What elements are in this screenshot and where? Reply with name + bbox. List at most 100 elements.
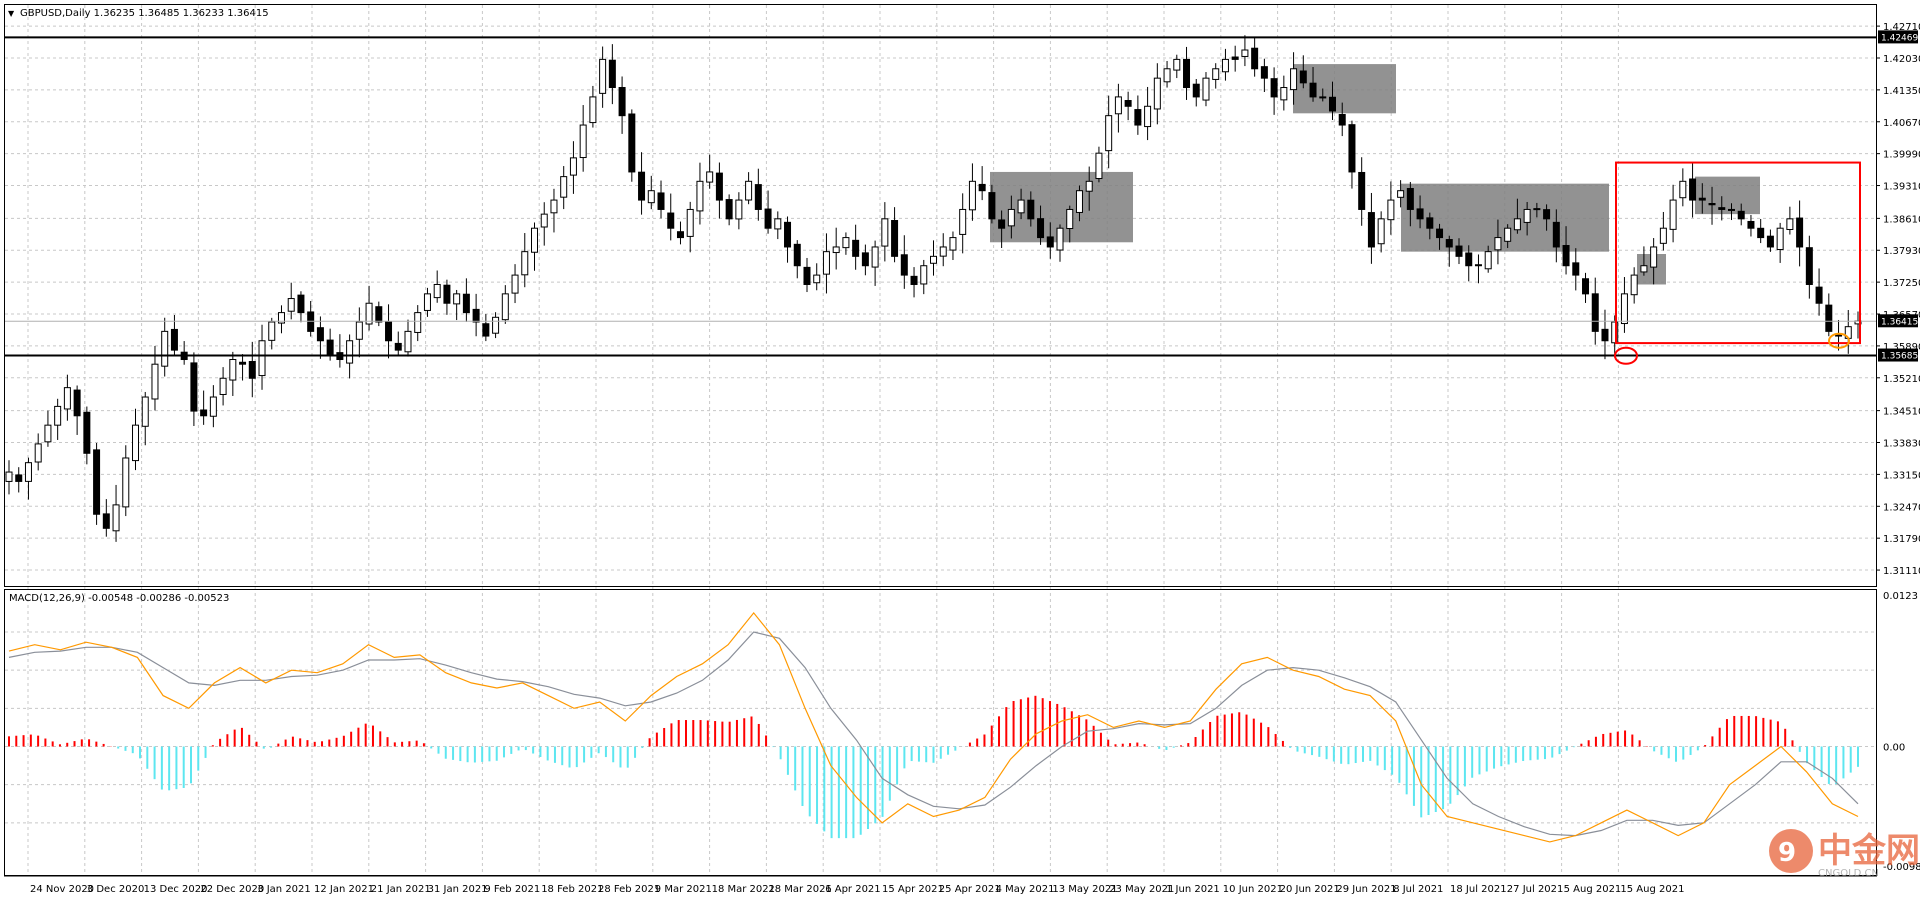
candle-body [1358, 171, 1366, 210]
candle-body [1134, 109, 1142, 126]
candle-body [268, 321, 276, 341]
date-tick-label: 18 Feb 2021 [541, 884, 603, 895]
candle-body [1397, 190, 1405, 198]
candle-body [1231, 56, 1239, 60]
candle-body [1650, 246, 1658, 268]
candle-body [277, 312, 285, 324]
candle-body [1659, 227, 1667, 244]
candle-body [1805, 247, 1813, 285]
candle-body [1348, 124, 1356, 173]
price-axis[interactable]: 1.42710 1.42030 1.41350 1.40670 1.39990 1.393… [1876, 22, 1920, 577]
candle-body [569, 157, 577, 176]
candle-body [200, 409, 208, 417]
candle-body [764, 208, 772, 229]
candle-body [599, 58, 607, 94]
price-tick-label: 1.36570 [1883, 310, 1920, 321]
candle-body [638, 171, 646, 201]
candle-body [15, 474, 23, 482]
candle-body [540, 213, 548, 228]
candle-body [346, 340, 354, 364]
candle-body [423, 293, 431, 311]
date-tick-label: 8 Jul 2021 [1393, 884, 1443, 895]
candle-body [1416, 208, 1424, 220]
price-tick-label: 1.39990 [1883, 150, 1920, 161]
candle-body [1591, 293, 1599, 332]
macd-histogram [8, 695, 1859, 839]
candle-body [1153, 77, 1161, 110]
horizontal-levels[interactable]: 1.42469 1.35685 1.36415 [5, 30, 1918, 362]
candle-body [1747, 220, 1755, 229]
candle-body [910, 275, 918, 285]
candle-body [1221, 58, 1229, 73]
price-pane-frame [4, 4, 1877, 587]
chart-menu-icon[interactable]: ▼ [8, 9, 15, 18]
candle-body [1708, 203, 1716, 206]
candle-body [190, 362, 198, 412]
date-tick-label: 28 Feb 2021 [598, 884, 660, 895]
candle-body [1543, 209, 1551, 220]
resistance-price-label: 1.42469 [1881, 33, 1918, 43]
macd-axis[interactable]: 0.0123 0.00 -0.00988 [1883, 591, 1920, 873]
price-tick-label: 1.33150 [1883, 470, 1920, 481]
candle-body [988, 192, 996, 220]
candle-body [1601, 328, 1609, 342]
candle-body [1504, 227, 1512, 242]
candle-body [73, 389, 81, 417]
candle-body [287, 298, 295, 312]
candle-body [239, 361, 247, 365]
candle-body [784, 221, 792, 248]
candle-body [1105, 115, 1113, 152]
date-tick-label: 28 Mar 2021 [768, 884, 831, 895]
date-tick-label: 31 Jan 2021 [428, 884, 488, 895]
candle-body [1046, 236, 1054, 248]
candle-body [1192, 83, 1200, 98]
macd-tick-label: 0.0123 [1883, 591, 1918, 602]
candle-body [1698, 197, 1706, 201]
candle-body [618, 87, 626, 117]
candle-body [102, 513, 110, 529]
candle-body [1455, 245, 1463, 257]
candle-body [1718, 207, 1726, 210]
candle-body [93, 449, 101, 515]
price-tick-label: 1.37930 [1883, 246, 1920, 257]
annotations [1614, 161, 1861, 365]
candle-body [686, 208, 694, 237]
candle-body [209, 396, 217, 417]
candle-body [248, 361, 256, 379]
date-tick-label: 3 Jan 2021 [257, 884, 311, 895]
watermark-sub: CNGOLD.CN [1818, 868, 1879, 879]
candle-body [1494, 237, 1502, 251]
candle-body [1815, 286, 1823, 304]
candle-body [1630, 274, 1638, 296]
price-tick-label: 1.35890 [1883, 342, 1920, 353]
candle-body [959, 208, 967, 235]
candle-body [385, 321, 393, 342]
candle-body [1377, 218, 1385, 245]
price-tick-label: 1.34510 [1883, 407, 1920, 418]
candle-body [531, 227, 539, 253]
svg-text:9: 9 [1778, 838, 1796, 868]
date-tick-label: 29 Jun 2021 [1336, 884, 1396, 895]
watermark-logo: 9 中金网 CNGOLD.CN [1769, 829, 1920, 879]
date-tick-label: 20 Jun 2021 [1280, 884, 1340, 895]
candle-body [1124, 100, 1132, 107]
macd-main-line [8, 611, 1859, 843]
candle-body [297, 294, 305, 314]
macd-lines [8, 611, 1859, 843]
date-tick-label: 18 Jul 2021 [1450, 884, 1507, 895]
candle-body [54, 405, 62, 426]
candle-body [1406, 188, 1414, 210]
candle-body [141, 396, 149, 427]
candle-body [1183, 58, 1191, 89]
candle-body [1056, 227, 1064, 251]
current-circle [1828, 332, 1850, 349]
low-circle [1614, 346, 1638, 365]
price-tick-label: 1.32470 [1883, 502, 1920, 513]
candle-body [1757, 227, 1765, 239]
candle-body [453, 293, 461, 305]
candle-body [316, 327, 324, 342]
candle-body [365, 302, 373, 325]
